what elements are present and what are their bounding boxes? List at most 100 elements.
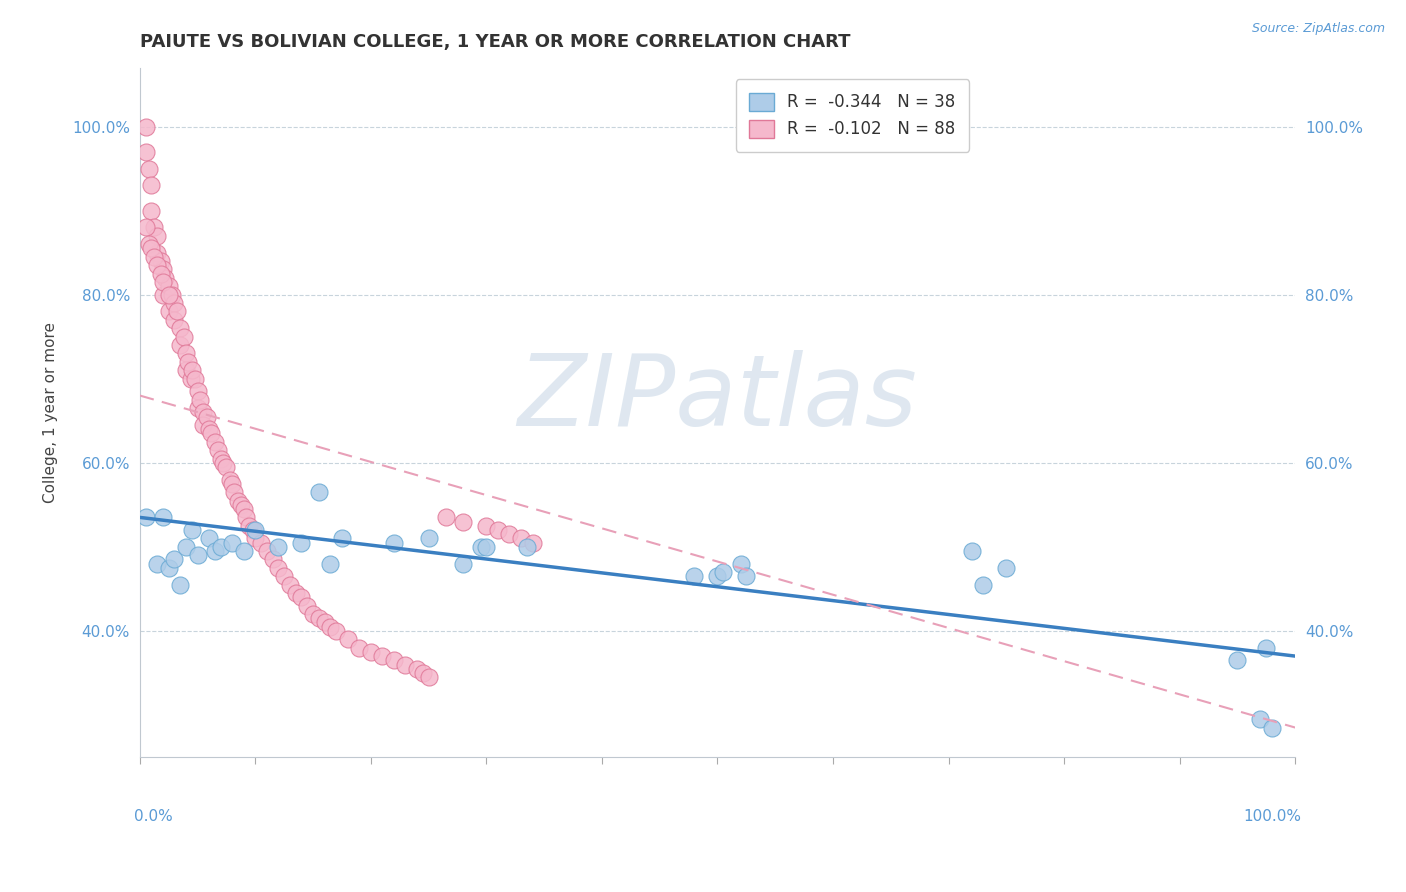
Point [232,502,254,516]
Point [193,417,215,432]
Point [149,254,172,268]
Point [302,607,325,621]
Point [960,544,983,558]
Point [184,372,207,386]
Point [157,279,180,293]
Point [290,591,312,605]
Point [278,577,301,591]
Point [146,557,169,571]
Text: ZIPatlas: ZIPatlas [517,350,917,447]
Point [224,485,246,500]
Point [174,540,197,554]
Point [418,670,440,684]
Point [451,515,474,529]
Point [180,523,202,537]
Point [1226,653,1249,667]
Point [204,544,226,558]
Point [238,518,260,533]
Point [242,523,264,537]
Point [475,540,498,554]
Point [231,498,253,512]
Point [218,473,240,487]
Point [152,275,174,289]
Point [273,569,295,583]
Point [157,304,180,318]
Point [152,287,174,301]
Point [319,620,342,634]
Point [186,548,208,562]
Point [198,422,221,436]
Point [160,287,183,301]
Point [475,518,498,533]
Point [212,456,235,470]
Point [516,540,538,554]
Point [188,392,211,407]
Point [157,561,180,575]
Point [141,178,163,193]
Point [221,535,243,549]
Point [138,237,160,252]
Point [200,426,222,441]
Point [186,401,208,416]
Point [226,493,249,508]
Point [262,552,284,566]
Point [510,532,533,546]
Point [215,459,238,474]
Point [284,586,307,600]
Point [204,434,226,449]
Point [146,228,169,243]
Point [134,145,156,159]
Point [245,532,267,546]
Point [166,304,188,318]
Text: 100.0%: 100.0% [1243,809,1301,823]
Point [330,532,353,546]
Point [451,557,474,571]
Point [177,355,200,369]
Point [349,640,371,655]
Point [711,565,734,579]
Point [995,561,1018,575]
Point [138,161,160,176]
Point [434,510,457,524]
Point [180,363,202,377]
Point [972,577,994,591]
Point [1256,640,1278,655]
Point [134,120,156,134]
Point [209,451,232,466]
Point [382,653,405,667]
Point [173,329,195,343]
Point [141,241,163,255]
Point [406,662,429,676]
Point [314,615,336,630]
Point [308,485,330,500]
Point [146,245,169,260]
Point [290,535,312,549]
Point [267,561,290,575]
Point [486,523,509,537]
Point [735,569,758,583]
Point [141,203,163,218]
Point [157,287,180,301]
Point [152,510,174,524]
Point [207,443,229,458]
Point [382,535,405,549]
Text: PAIUTE VS BOLIVIAN COLLEGE, 1 YEAR OR MORE CORRELATION CHART: PAIUTE VS BOLIVIAN COLLEGE, 1 YEAR OR MO… [139,33,851,51]
Point [142,250,165,264]
Point [232,544,254,558]
Point [134,220,156,235]
Text: Source: ZipAtlas.com: Source: ZipAtlas.com [1251,22,1385,36]
Point [336,632,359,647]
Point [683,569,706,583]
Point [412,665,434,680]
Point [498,527,520,541]
Point [169,577,191,591]
Legend: R =  -0.344   N = 38, R =  -0.102   N = 88: R = -0.344 N = 38, R = -0.102 N = 88 [735,79,969,152]
Point [142,220,165,235]
Point [256,544,278,558]
Point [371,649,394,664]
Point [319,557,342,571]
Point [297,599,319,613]
Point [221,476,243,491]
Point [169,338,191,352]
Point [250,535,273,549]
